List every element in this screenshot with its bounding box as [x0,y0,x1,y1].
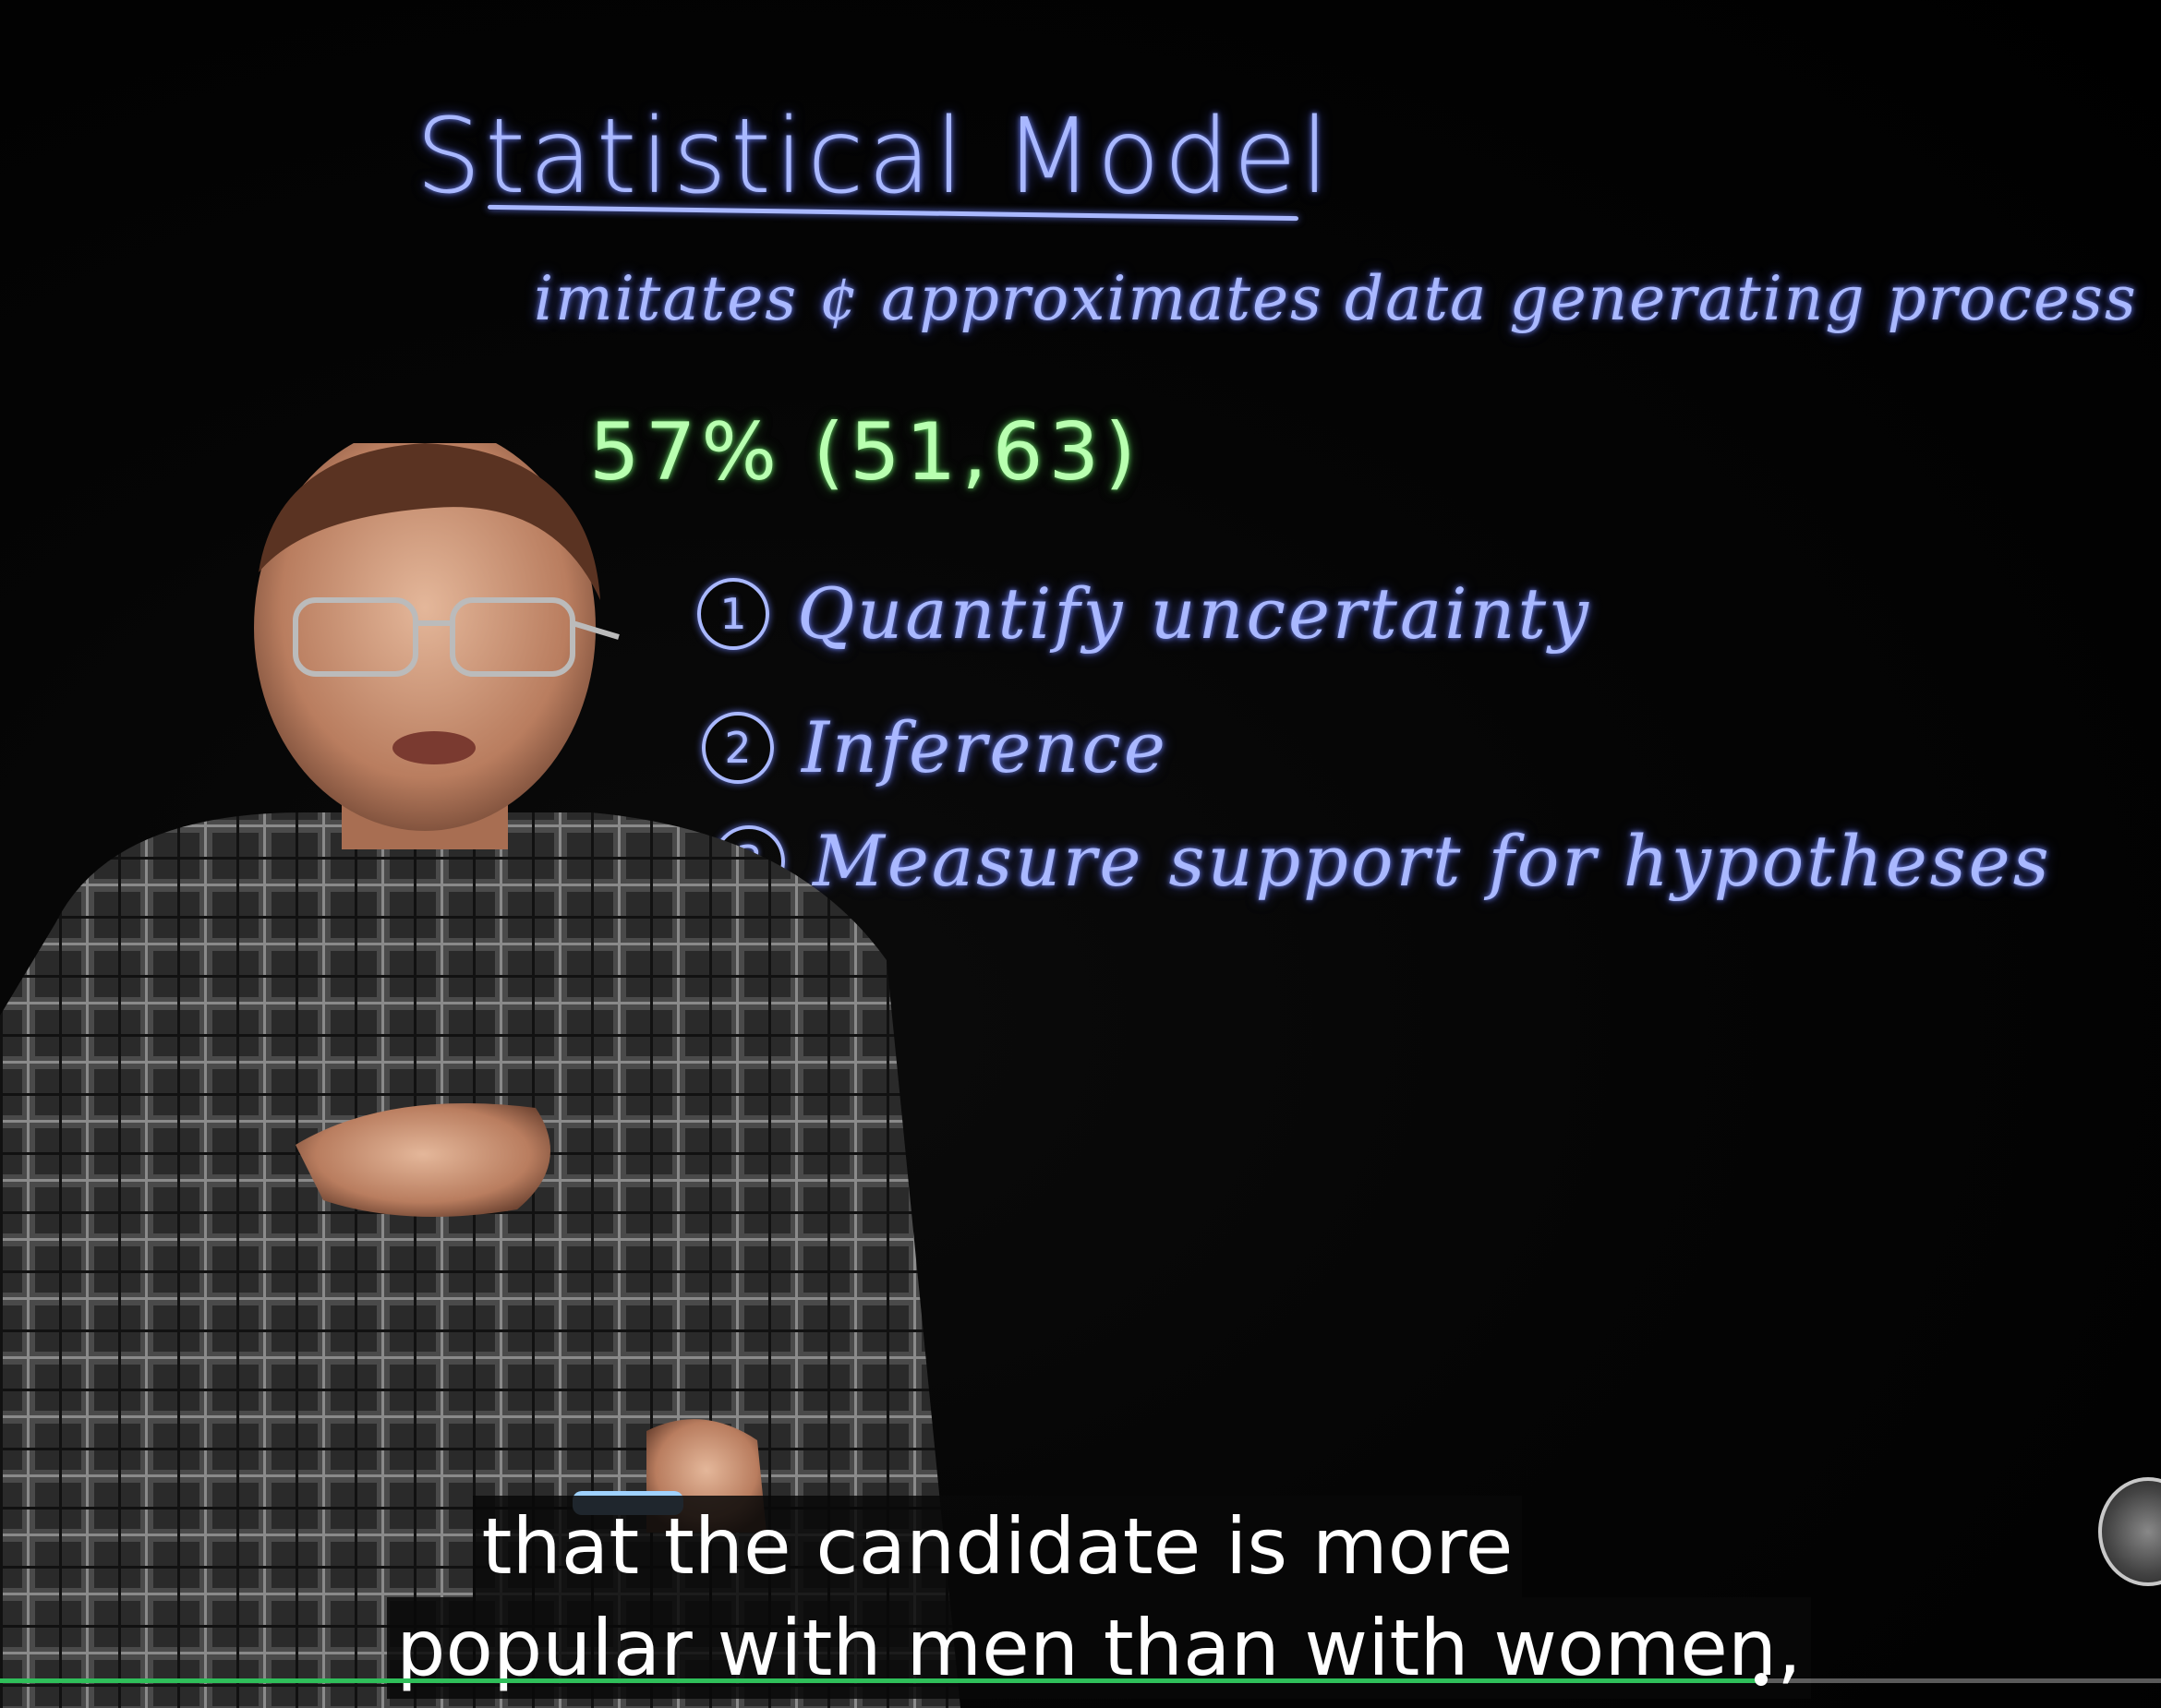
progress-scrubber[interactable] [1755,1673,1769,1686]
progress-bar[interactable] [0,1673,2161,1686]
presenter-figure [0,443,960,1708]
list-item-label: Inference [802,706,1168,788]
hand [296,1103,550,1217]
list-item-label: Quantify uncertainty [797,572,1591,655]
list-item: 3 Measure support for hypotheses [713,820,2052,902]
glasses-icon [293,597,620,677]
caption-line: popular with men than with women, [387,1597,1811,1699]
list-item: 1 Quantify uncertainty [697,572,1591,655]
board-title: Statistical Model [416,97,1334,217]
circled-number: 1 [697,577,769,650]
board-statistic: 57% (51,63) [589,406,1141,499]
caption-line: that the candidate is more [472,1496,1523,1597]
board-subtitle: imitates ¢ approximates data generating … [534,263,2138,334]
progress-fill [0,1678,1762,1683]
closed-captions: that the candidate is more popular with … [0,1496,2161,1699]
mouth [392,731,476,764]
list-item-label: Measure support for hypotheses [813,820,2052,902]
list-item: 2 Inference [702,706,1168,788]
face [254,443,596,831]
hair [259,443,600,600]
circled-number: 2 [702,711,774,784]
